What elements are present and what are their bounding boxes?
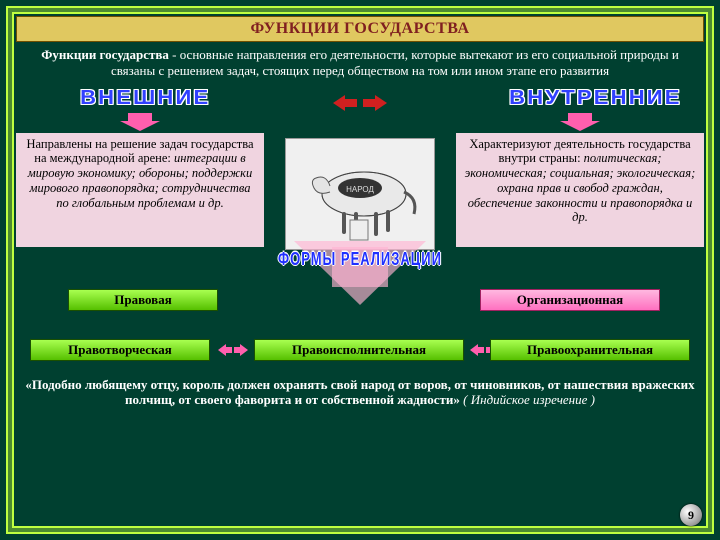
definition-rest: - основные направления его деятельности,… <box>111 47 679 78</box>
btn-organizational: Организационная <box>480 289 660 311</box>
col-right: Характеризуют деятельность государства в… <box>456 119 704 255</box>
forms-label: ФОРМЫ РЕАЛИЗАЦИИ <box>278 248 442 269</box>
internal-box: Характеризуют деятельность государства в… <box>456 133 704 247</box>
double-arrow-icon <box>333 93 387 118</box>
forms-row: ФОРМЫ РЕАЛИЗАЦИИ Правовая Организационна… <box>16 259 704 321</box>
category-internal: ВНУТРЕННИЕ <box>509 87 682 110</box>
down-arrow-icon <box>560 113 600 136</box>
definition: Функции государства - основные направлен… <box>16 42 704 81</box>
category-external: ВНЕШНИЕ <box>80 87 210 110</box>
row3: Правотворческая Правоисполнительная Прав… <box>16 339 704 367</box>
col-left: Направлены на решение задач государства … <box>16 119 264 255</box>
btn-lawmaking: Правотворческая <box>30 339 210 361</box>
definition-lead: Функции государства <box>41 47 169 62</box>
title-bar: ФУНКЦИИ ГОСУДАРСТВА <box>16 16 704 42</box>
illustration-label: НАРОД <box>346 185 374 194</box>
btn-lawprotecting: Правоохранительная <box>490 339 690 361</box>
col-mid: НАРОД <box>272 119 448 255</box>
btn-legal: Правовая <box>68 289 218 311</box>
external-box: Направлены на решение задач государства … <box>16 133 264 247</box>
double-arrow-icon <box>218 343 248 362</box>
quote: «Подобно любящему отцу, король должен ох… <box>16 377 704 408</box>
slide-content: ФУНКЦИИ ГОСУДАРСТВА Функции государства … <box>16 16 704 526</box>
center-illustration: НАРОД <box>285 138 435 250</box>
btn-lawenforcing: Правоисполнительная <box>254 339 464 361</box>
down-arrow-icon <box>120 113 160 136</box>
page-number: 9 <box>680 504 702 526</box>
two-columns: Направлены на решение задач государства … <box>16 119 704 255</box>
quote-source: ( Индийское изречение ) <box>463 392 595 407</box>
